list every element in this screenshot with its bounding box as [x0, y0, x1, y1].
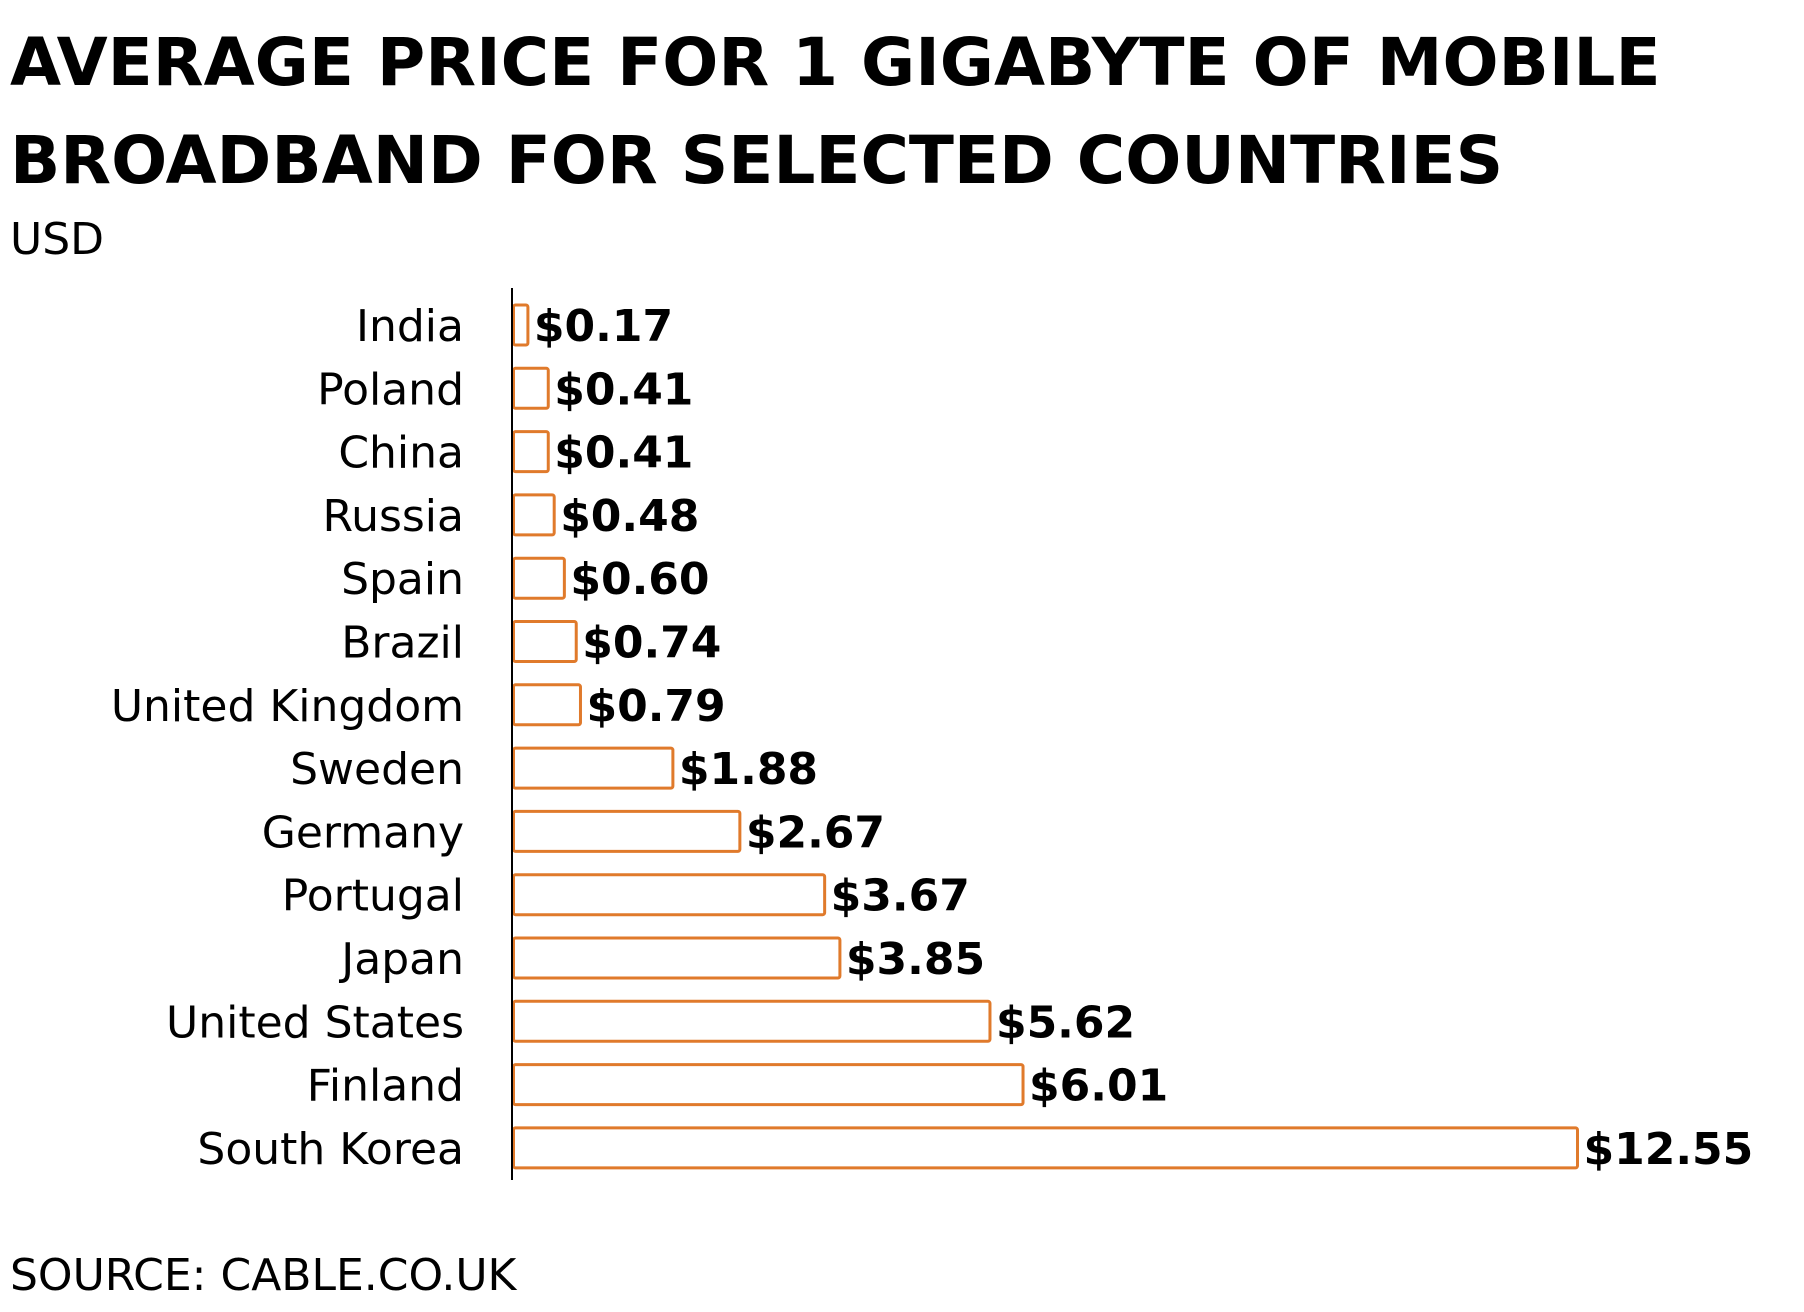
- value-label: $0.48: [560, 491, 699, 542]
- bar: [512, 999, 992, 1043]
- bar: [512, 873, 827, 917]
- source-note: SOURCE: CABLE.CO.UK: [10, 1250, 517, 1301]
- category-label: India: [356, 301, 464, 352]
- bar: [512, 746, 675, 790]
- category-label: Spain: [341, 554, 464, 605]
- bar: [512, 936, 842, 980]
- value-label: $1.88: [679, 744, 818, 795]
- chart-title: AVERAGE PRICE FOR 1 GIGABYTE OF MOBILE B…: [10, 24, 1661, 199]
- category-label: China: [338, 428, 464, 479]
- value-label: $0.17: [534, 301, 673, 352]
- value-label: $12.55: [1584, 1124, 1754, 1175]
- bar: [512, 809, 742, 853]
- category-label: United States: [166, 997, 464, 1048]
- category-label: United Kingdom: [111, 681, 464, 732]
- bar: [512, 303, 530, 347]
- value-label: $5.62: [996, 997, 1135, 1048]
- bar: [512, 683, 582, 727]
- value-label: $2.67: [746, 807, 885, 858]
- category-label: Poland: [317, 364, 464, 415]
- category-label: Germany: [262, 807, 464, 858]
- value-label: $3.67: [831, 871, 970, 922]
- bar: [512, 430, 550, 474]
- category-label: South Korea: [197, 1124, 464, 1175]
- bars-layer: India $0.17 Poland $0.41 China $0.41 Russia $0.…: [111, 301, 1753, 1175]
- value-label: $0.41: [554, 364, 693, 415]
- value-label: $6.01: [1029, 1061, 1168, 1112]
- category-label: Brazil: [341, 618, 464, 669]
- category-label: Japan: [338, 934, 464, 985]
- bar: [512, 493, 556, 537]
- bar: [512, 620, 578, 663]
- value-label: $0.74: [582, 618, 721, 669]
- bar: [512, 556, 566, 600]
- category-label: Sweden: [290, 744, 464, 795]
- bar: [512, 1063, 1025, 1107]
- value-label: $0.60: [570, 554, 709, 605]
- value-label: $3.85: [846, 934, 985, 985]
- bar: [512, 1126, 1579, 1170]
- value-label: $0.79: [586, 681, 725, 732]
- category-label: Finland: [307, 1061, 464, 1112]
- unit-label: USD: [10, 214, 105, 265]
- category-label: Russia: [322, 491, 464, 542]
- bar: [512, 366, 550, 410]
- category-label: Portugal: [282, 871, 464, 922]
- value-label: $0.41: [554, 428, 693, 479]
